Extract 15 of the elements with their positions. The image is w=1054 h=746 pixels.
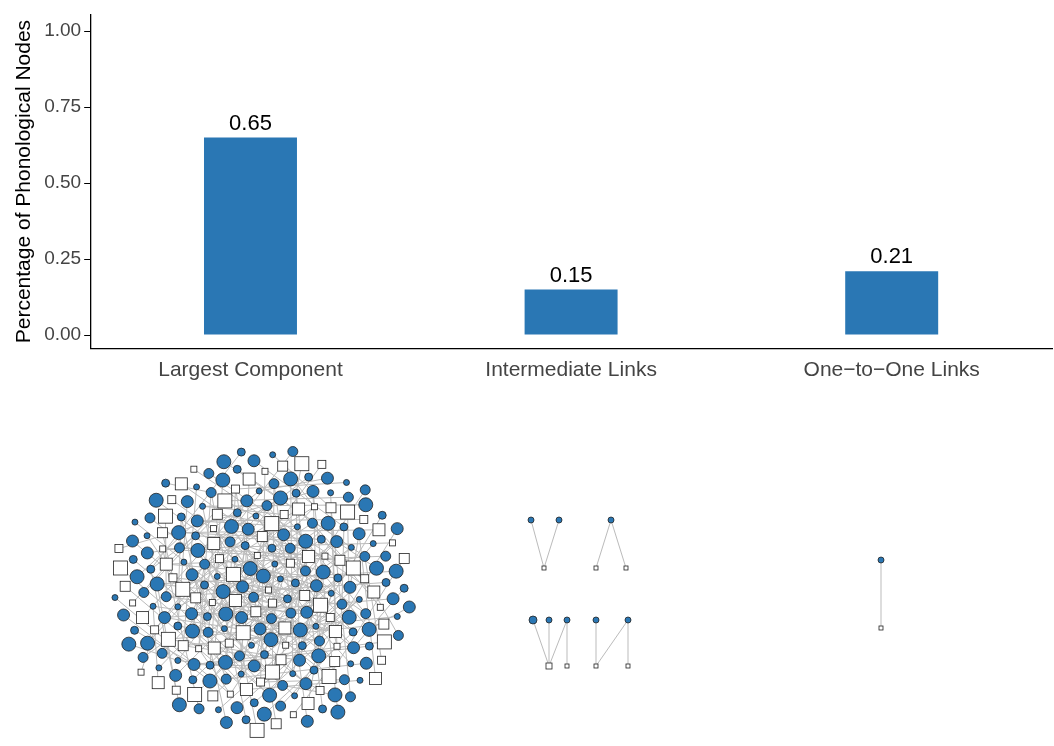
y-axis-title: Percentage of Phonological Nodes (11, 19, 35, 344)
y-tick-label: 0.50 (44, 171, 82, 193)
y-tick-label: 1.00 (44, 19, 82, 41)
x-tick-label: Largest Component (158, 357, 343, 381)
data-label: 0.15 (549, 261, 593, 287)
data-label: 0.21 (870, 243, 914, 269)
y-tick-label: 0.25 (44, 247, 82, 269)
bar (524, 289, 618, 335)
x-tick-label: One−to−One Links (803, 357, 980, 381)
bar (845, 271, 939, 335)
y-tick-label: 0.00 (44, 323, 82, 345)
data-label: 0.65 (229, 109, 272, 135)
bar (204, 137, 297, 335)
x-tick-label: Intermediate Links (485, 357, 657, 381)
y-tick-label: 0.75 (44, 95, 82, 117)
